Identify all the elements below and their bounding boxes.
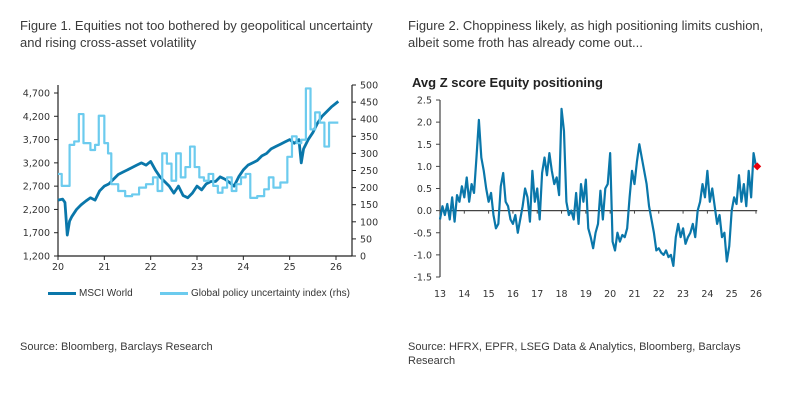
- figure2-subtitle: Avg Z score Equity positioning: [412, 75, 603, 90]
- left-y-tick-label: 3,700: [23, 135, 50, 146]
- right-y-tick-label: 500: [360, 81, 378, 92]
- x-tick-label: 25: [284, 262, 296, 273]
- x-tick-label: 19: [580, 289, 592, 300]
- right-y-tick-label: 150: [360, 200, 378, 211]
- y-tick-label: -1.5: [413, 273, 432, 284]
- figure2-source: Source: HFRX, EPFR, LSEG Data & Analytic…: [408, 341, 741, 367]
- right-y-tick-label: 250: [360, 166, 378, 177]
- y-tick-label: 0.5: [417, 184, 432, 195]
- y-tick-label: -0.5: [413, 228, 432, 239]
- right-y-tick-label: 200: [360, 183, 378, 194]
- x-tick-label: 21: [98, 262, 110, 273]
- left-y-tick-label: 3,200: [23, 158, 50, 169]
- figure1-source: Source: Bloomberg, Barclays Research: [20, 341, 213, 353]
- x-tick-label: 25: [726, 289, 738, 300]
- right-y-tick-label: 300: [360, 149, 378, 160]
- series-line-policy-uncertainty: [58, 87, 339, 199]
- y-tick-label: -1.0: [413, 250, 432, 261]
- legend-item-policy-uncertainty: Global policy uncertainty index (rhs): [160, 288, 350, 299]
- x-tick-label: 22: [145, 262, 157, 273]
- left-y-tick-label: 2,700: [23, 182, 50, 193]
- legend-label-policy-uncertainty: Global policy uncertainty index (rhs): [191, 288, 350, 299]
- right-y-tick-label: 0: [360, 252, 366, 263]
- x-tick-label: 17: [531, 289, 543, 300]
- x-tick-label: 13: [434, 289, 446, 300]
- y-tick-label: 0.0: [417, 206, 432, 217]
- x-tick-label: 16: [507, 289, 519, 300]
- right-y-tick-label: 450: [360, 98, 378, 109]
- series-line-msci-world: [57, 100, 340, 237]
- x-tick-label: 15: [483, 289, 495, 300]
- x-tick-label: 23: [191, 262, 203, 273]
- left-y-tick-label: 1,200: [23, 252, 50, 263]
- legend-swatch-msci-world: [48, 292, 76, 295]
- right-y-tick-label: 350: [360, 132, 378, 143]
- x-tick-label: 21: [628, 289, 640, 300]
- x-tick-label: 14: [458, 289, 470, 300]
- x-tick-label: 20: [52, 262, 64, 273]
- x-tick-label: 24: [701, 289, 713, 300]
- legend-item-msci-world: MSCI World: [48, 288, 133, 299]
- x-tick-label: 23: [677, 289, 689, 300]
- x-tick-label: 26: [330, 262, 342, 273]
- right-y-tick-label: 100: [360, 217, 378, 228]
- figure1-title: Figure 1. Equities not too bothered by g…: [20, 18, 373, 50]
- figure2-title: Figure 2. Choppiness likely, as high pos…: [408, 18, 764, 50]
- right-y-tick-label: 400: [360, 115, 378, 126]
- right-y-tick-label: 50: [360, 234, 372, 245]
- series-line-z-score: [438, 107, 758, 268]
- legend-swatch-policy-uncertainty: [160, 292, 188, 295]
- y-tick-label: 2.0: [417, 118, 432, 129]
- y-tick-label: 2.5: [417, 96, 432, 107]
- x-tick-label: 20: [604, 289, 616, 300]
- left-y-tick-label: 2,200: [23, 205, 50, 216]
- x-tick-label: 22: [653, 289, 665, 300]
- legend-label-msci-world: MSCI World: [79, 288, 133, 299]
- y-tick-label: 1.0: [417, 162, 432, 173]
- x-tick-label: 26: [750, 289, 762, 300]
- latest-value-marker: [753, 162, 762, 171]
- left-y-tick-label: 1,700: [23, 228, 50, 239]
- x-tick-label: 24: [237, 262, 249, 273]
- left-y-tick-label: 4,700: [23, 89, 50, 100]
- y-tick-label: 1.5: [417, 140, 432, 151]
- left-y-tick-label: 4,200: [23, 112, 50, 123]
- x-tick-label: 18: [555, 289, 567, 300]
